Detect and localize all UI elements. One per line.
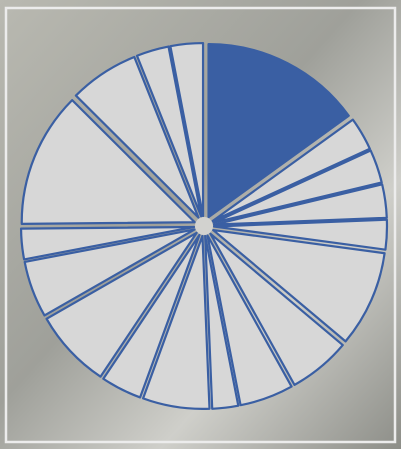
pie-slice (23, 228, 196, 317)
pie-slice (135, 45, 203, 218)
pie-center-hub (195, 217, 213, 235)
pie-slice (45, 231, 198, 378)
pie-slice (212, 183, 388, 226)
pie-slice (20, 99, 196, 225)
pie-slice (19, 225, 196, 261)
pie-slice-highlighted (207, 42, 350, 219)
pie-slice (206, 234, 293, 407)
pie-slice (204, 234, 240, 410)
pie-slice (211, 118, 371, 223)
pie-slice (212, 218, 389, 251)
pie-slice (212, 228, 386, 343)
chart-frame (4, 6, 397, 444)
pie-slice (169, 41, 205, 218)
pie-slice (102, 233, 201, 399)
pie-slice (141, 234, 211, 410)
pie-slice (209, 232, 344, 386)
pie-slice (74, 55, 200, 219)
pie-slice (212, 149, 383, 224)
pie-slices (19, 41, 389, 410)
